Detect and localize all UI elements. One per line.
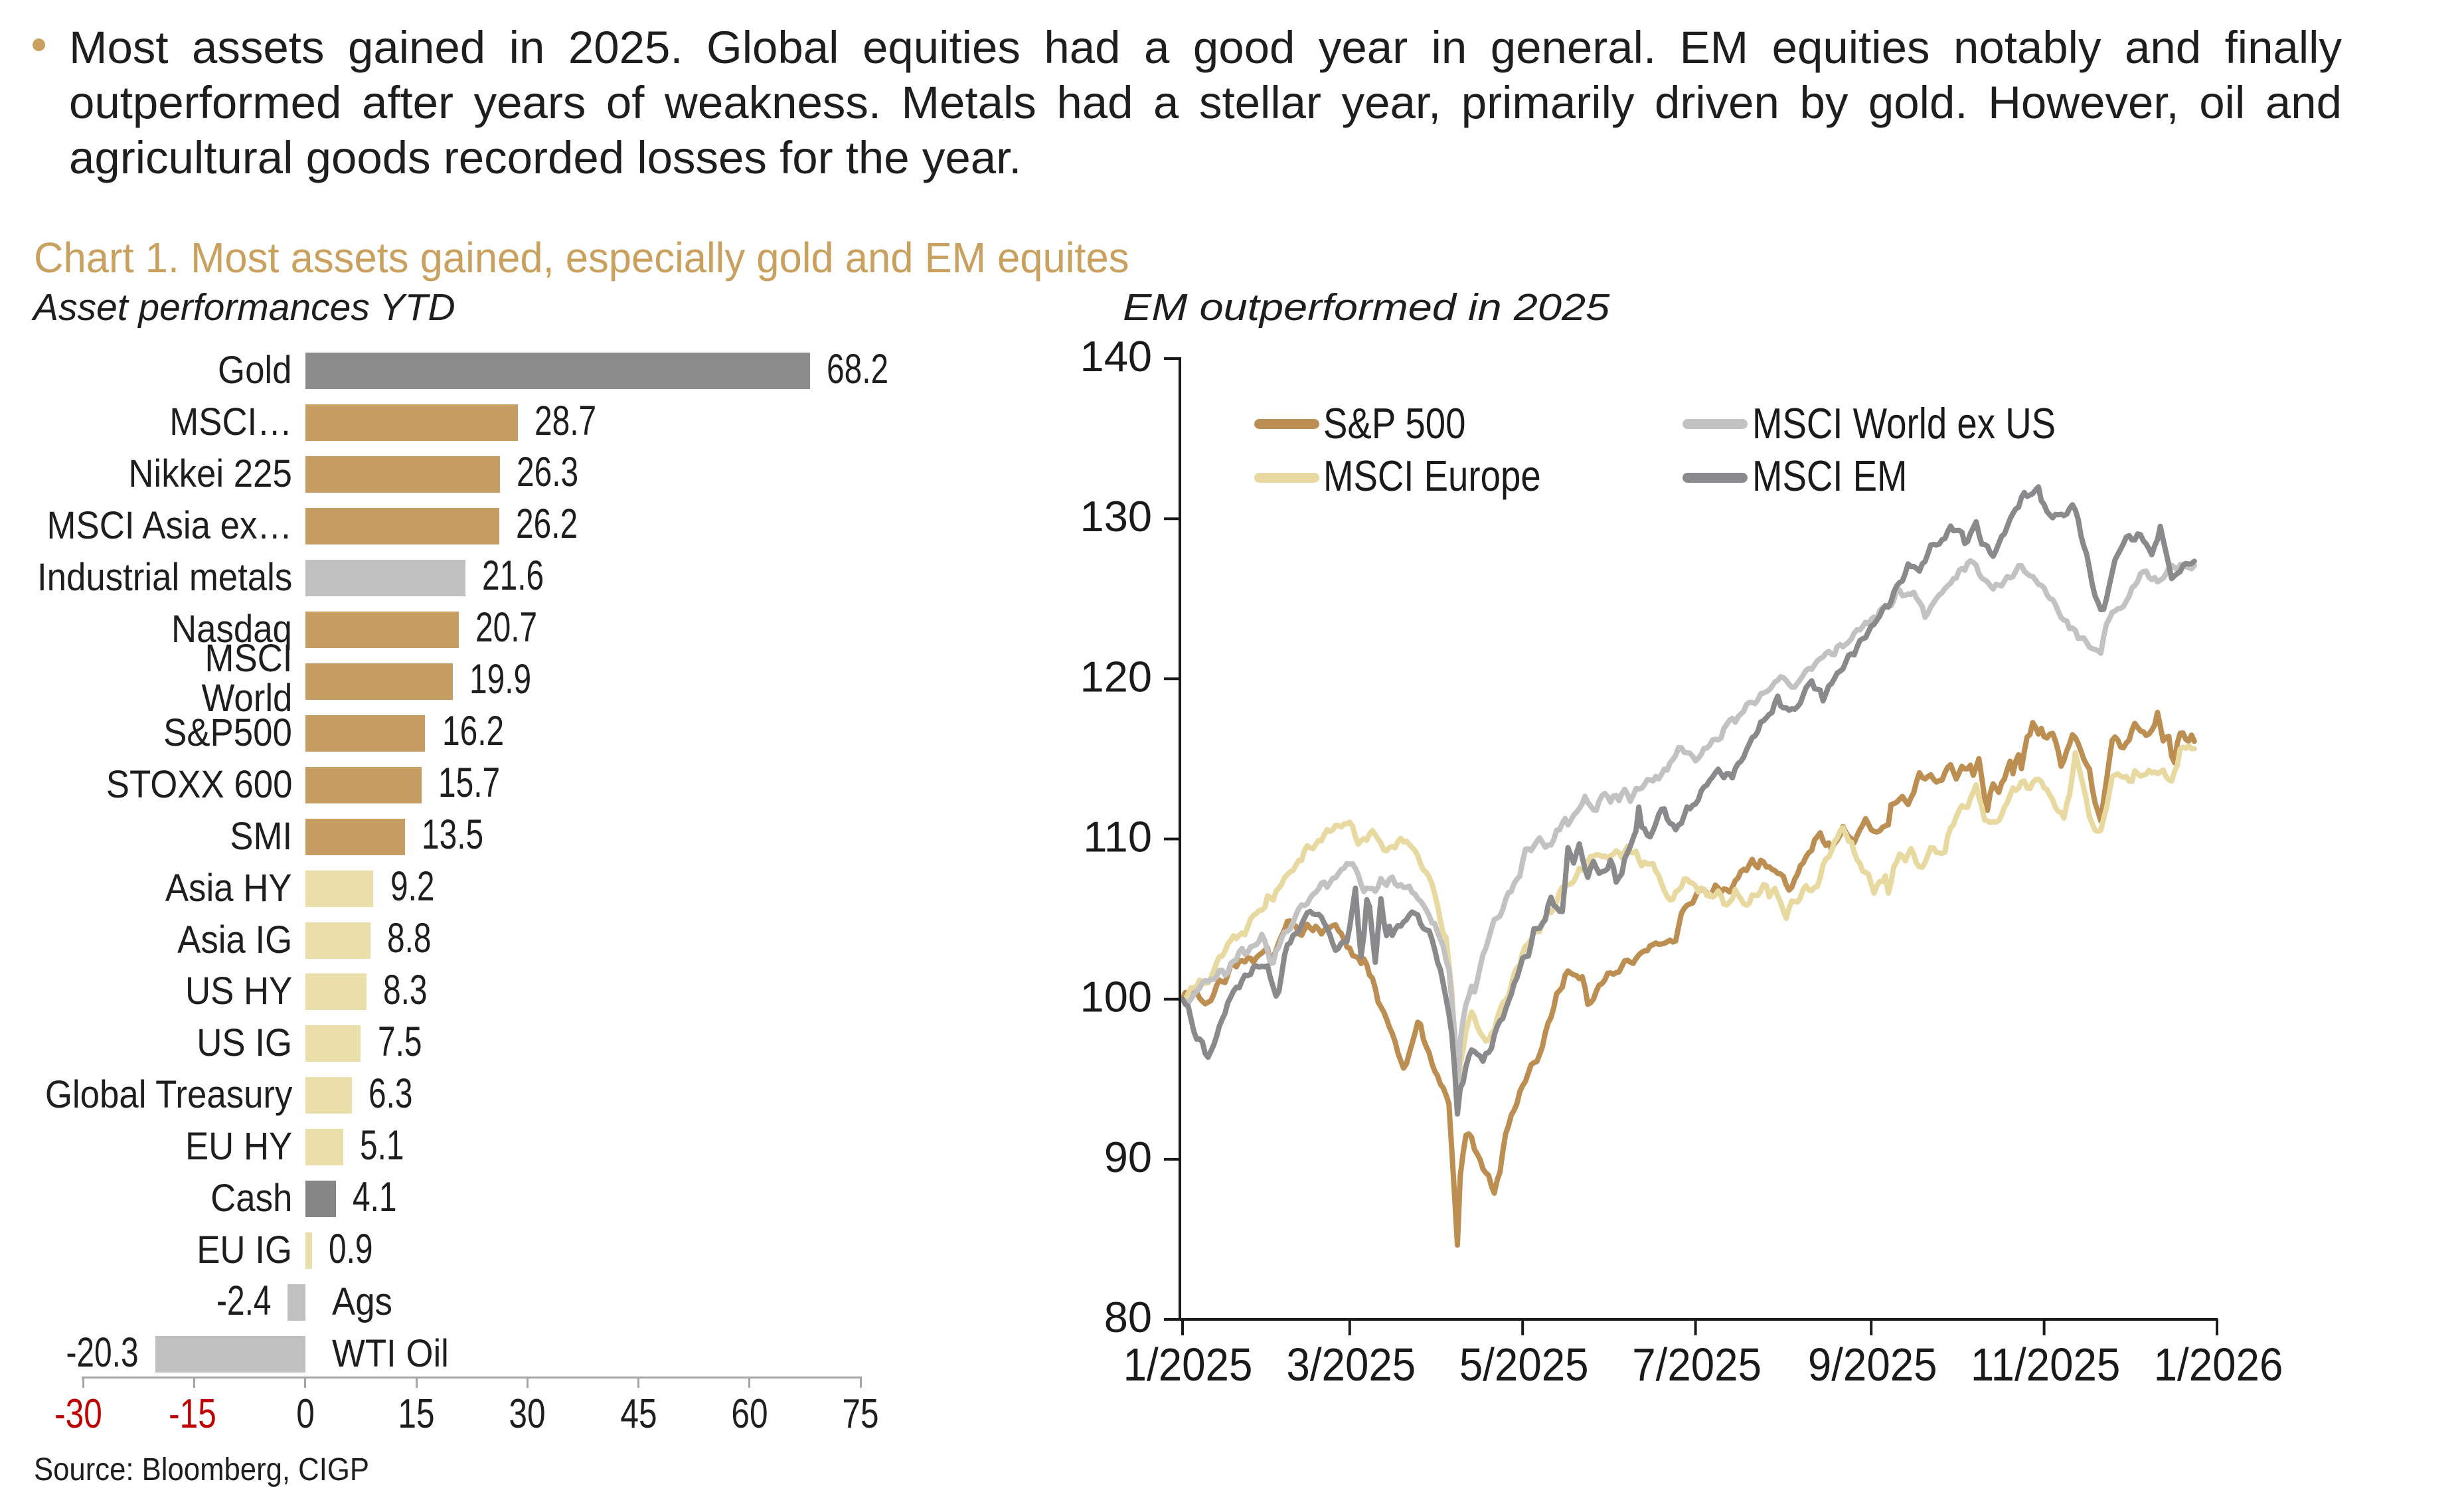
svg-text:1/2025: 1/2025 (1123, 1339, 1253, 1390)
svg-text:MSCI EM: MSCI EM (1752, 452, 1908, 501)
svg-text:MSCI Europe: MSCI Europe (1323, 452, 1541, 501)
svg-text:140: 140 (1080, 332, 1152, 380)
svg-text:S&P 500: S&P 500 (1323, 400, 1466, 448)
svg-text:80: 80 (1104, 1293, 1152, 1341)
svg-text:1/2026: 1/2026 (2154, 1339, 2283, 1390)
svg-text:3/2025: 3/2025 (1286, 1339, 1416, 1390)
svg-text:120: 120 (1080, 652, 1152, 701)
svg-text:9/2025: 9/2025 (1808, 1339, 1937, 1390)
svg-text:11/2025: 11/2025 (1971, 1339, 2120, 1390)
svg-text:7/2025: 7/2025 (1632, 1339, 1762, 1390)
svg-text:110: 110 (1083, 813, 1152, 861)
svg-text:MSCI World ex US: MSCI World ex US (1752, 400, 2056, 448)
svg-text:130: 130 (1080, 492, 1152, 541)
svg-text:5/2025: 5/2025 (1459, 1339, 1589, 1390)
svg-text:90: 90 (1104, 1133, 1152, 1181)
svg-text:100: 100 (1080, 973, 1152, 1021)
